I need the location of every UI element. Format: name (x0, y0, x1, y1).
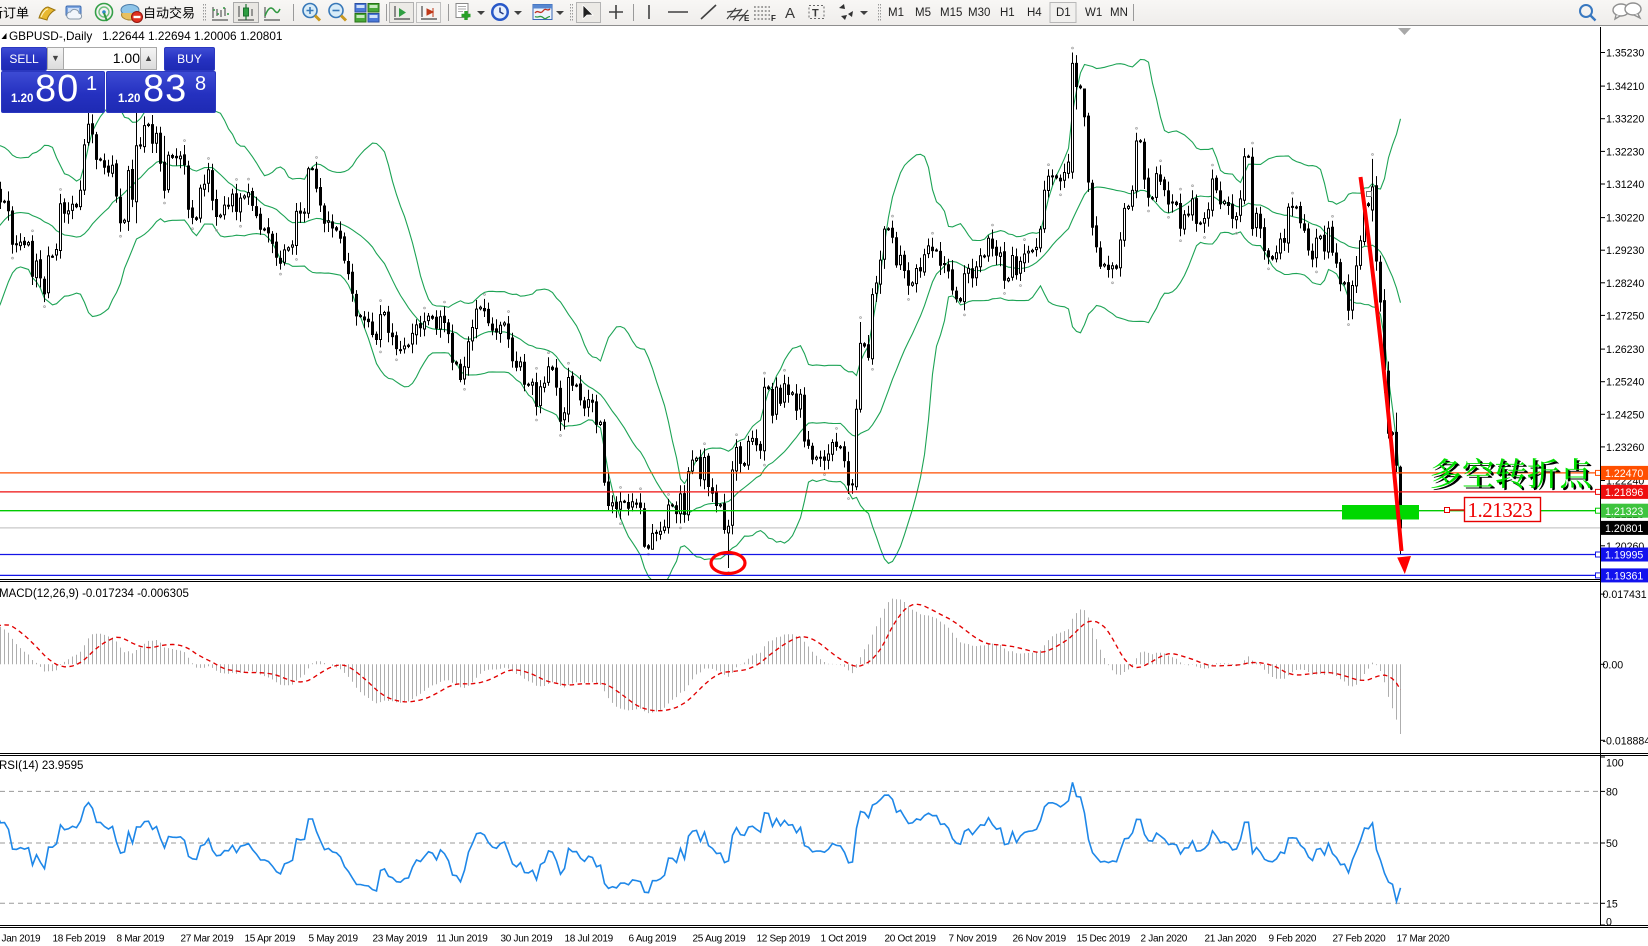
svg-text:1.19361: 1.19361 (1605, 571, 1643, 583)
svg-text:20 Oct 2019: 20 Oct 2019 (885, 934, 937, 945)
svg-text:80: 80 (1606, 786, 1618, 798)
svg-text:T: T (812, 8, 819, 20)
svg-text:18 Jul 2019: 18 Jul 2019 (565, 934, 614, 945)
svg-text:1.26230: 1.26230 (1606, 344, 1644, 356)
svg-text:RSI(14) 23.9595: RSI(14) 23.9595 (0, 760, 83, 772)
svg-text:1.25240: 1.25240 (1606, 377, 1644, 389)
svg-text:23 May 2019: 23 May 2019 (373, 934, 428, 945)
svg-text:1.21323: 1.21323 (1605, 506, 1643, 518)
svg-text:12 Sep 2019: 12 Sep 2019 (757, 934, 811, 945)
svg-text:17 Mar 2020: 17 Mar 2020 (1397, 934, 1451, 945)
svg-text:15 Dec 2019: 15 Dec 2019 (1077, 934, 1131, 945)
svg-text:1 Oct 2019: 1 Oct 2019 (821, 934, 868, 945)
svg-text:27 Mar 2019: 27 Mar 2019 (181, 934, 235, 945)
svg-text:1.20801: 1.20801 (1605, 523, 1643, 535)
svg-text:1.29230: 1.29230 (1606, 245, 1644, 257)
svg-text:15: 15 (1606, 898, 1618, 910)
svg-text:1.24250: 1.24250 (1606, 409, 1644, 421)
svg-text:GBPUSD-,Daily 1.22644 1.2269: GBPUSD-,Daily 1.22644 1.22694 1.20006 1.… (9, 29, 282, 43)
svg-text:M5: M5 (915, 7, 931, 19)
svg-text:1.21896: 1.21896 (1605, 487, 1643, 499)
svg-text:26 Nov 2019: 26 Nov 2019 (1013, 934, 1067, 945)
svg-text:1.28240: 1.28240 (1606, 278, 1644, 290)
svg-text:H4: H4 (1027, 7, 1042, 19)
svg-text:1.33220: 1.33220 (1606, 114, 1644, 126)
svg-text:1.31240: 1.31240 (1606, 179, 1644, 191)
svg-text:1.22470: 1.22470 (1605, 468, 1643, 480)
svg-text:6 Aug 2019: 6 Aug 2019 (629, 934, 677, 945)
svg-text:1.34210: 1.34210 (1606, 81, 1644, 93)
svg-text:M15: M15 (940, 7, 962, 19)
svg-text:0.017431: 0.017431 (1603, 589, 1647, 601)
svg-text:11 Jun 2019: 11 Jun 2019 (437, 934, 489, 945)
svg-text:E: E (744, 14, 750, 23)
svg-text:H1: H1 (1000, 7, 1015, 19)
svg-text:100: 100 (1606, 758, 1624, 770)
svg-text:MN: MN (1110, 7, 1128, 19)
svg-text:0.00: 0.00 (1603, 659, 1624, 671)
svg-text:15 Apr 2019: 15 Apr 2019 (245, 934, 296, 945)
svg-text:A: A (785, 5, 795, 22)
svg-text:1.32230: 1.32230 (1606, 146, 1644, 158)
svg-text:1.30220: 1.30220 (1606, 213, 1644, 225)
svg-text:1.19995: 1.19995 (1605, 550, 1643, 562)
svg-text:1.23260: 1.23260 (1606, 442, 1644, 454)
svg-text:1.35230: 1.35230 (1606, 48, 1644, 60)
svg-text:30 Jun 2019: 30 Jun 2019 (501, 934, 553, 945)
svg-text:M1: M1 (888, 7, 904, 19)
svg-text:7 Nov 2019: 7 Nov 2019 (949, 934, 998, 945)
svg-text:9 Feb 2020: 9 Feb 2020 (1269, 934, 1317, 945)
svg-text:D1: D1 (1056, 7, 1071, 19)
svg-text:50: 50 (1606, 838, 1618, 850)
svg-text:5 May 2019: 5 May 2019 (309, 934, 359, 945)
svg-text:2 Jan 2020: 2 Jan 2020 (1141, 934, 1188, 945)
svg-text:0: 0 (1606, 917, 1612, 929)
svg-text:1.21323: 1.21323 (1468, 498, 1533, 522)
svg-text:18 Feb 2019: 18 Feb 2019 (53, 934, 107, 945)
svg-text:1.27250: 1.27250 (1606, 310, 1644, 322)
svg-text:30 Jan 2019: 30 Jan 2019 (0, 934, 41, 945)
svg-text:-0.018884: -0.018884 (1603, 735, 1648, 747)
svg-text:27 Feb 2020: 27 Feb 2020 (1333, 934, 1387, 945)
svg-text:25 Aug 2019: 25 Aug 2019 (693, 934, 747, 945)
svg-text:8 Mar 2019: 8 Mar 2019 (117, 934, 165, 945)
svg-text:M30: M30 (968, 7, 990, 19)
svg-text:MACD(12,26,9) -0.017234 -0.006: MACD(12,26,9) -0.017234 -0.006305 (0, 588, 189, 600)
svg-text:F: F (771, 14, 776, 23)
svg-text:W1: W1 (1085, 7, 1102, 19)
svg-text:21 Jan 2020: 21 Jan 2020 (1205, 934, 1257, 945)
